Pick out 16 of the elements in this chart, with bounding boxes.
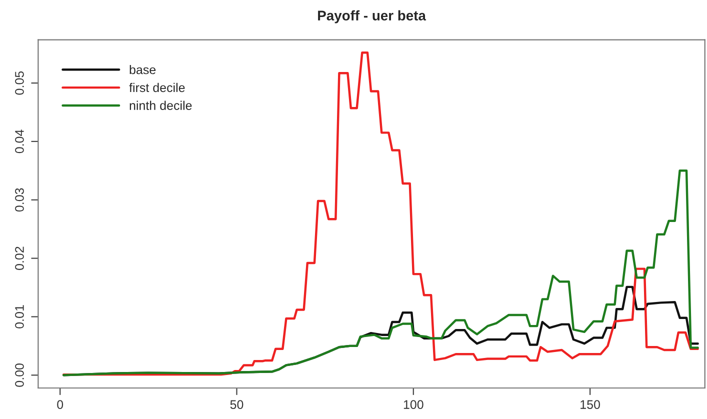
- y-tick-label: 0.02: [15, 246, 24, 270]
- line-series: [62, 52, 699, 376]
- x-tick-label: 50: [230, 400, 244, 409]
- y-tick-label: 0.03: [15, 188, 24, 212]
- y-tick-label: 0.04: [15, 130, 24, 154]
- y-tick-label: 0.01: [15, 305, 24, 328]
- x-tick-label: 150: [580, 400, 600, 409]
- y-tick-label: 0.05: [15, 71, 24, 95]
- x-tick-label: 100: [404, 400, 424, 409]
- line-series: [62, 170, 699, 376]
- chart-title: Payoff - uer beta: [318, 10, 426, 24]
- x-tick-label: 0: [57, 400, 64, 409]
- legend-label: ninth decile: [130, 100, 192, 110]
- y-tick-label: 0.00: [15, 363, 24, 387]
- legend-label: first decile: [129, 82, 185, 92]
- legend-label: base: [130, 64, 156, 74]
